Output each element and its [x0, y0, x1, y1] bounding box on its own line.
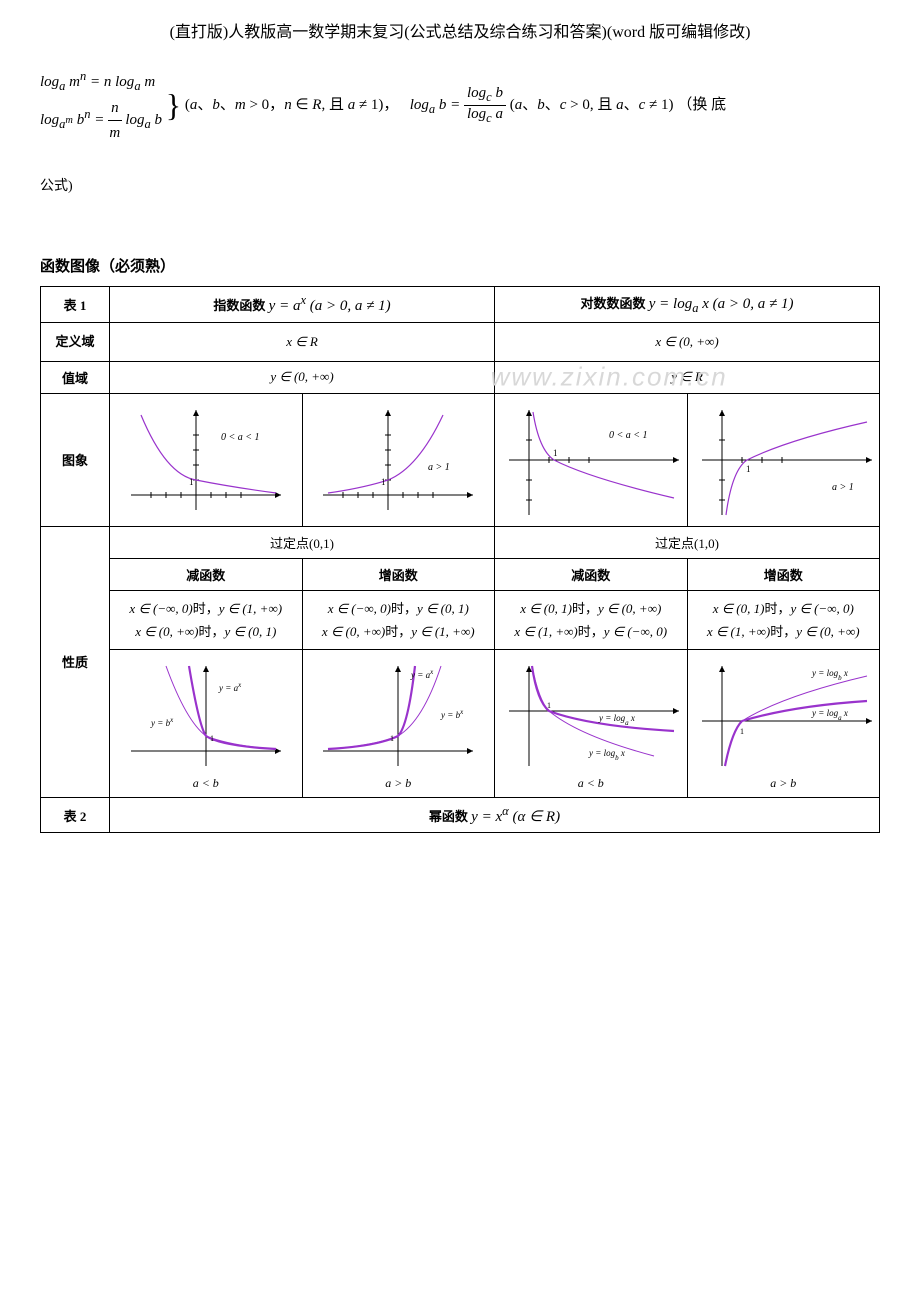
fixed-point-log: 过定点(1,0) [495, 526, 880, 558]
range-log: y ∈ R [495, 361, 880, 393]
log-header-label: 对数数函数 [580, 296, 645, 311]
log-graph-dec: 1 0 < a < 1 [495, 393, 688, 526]
svg-text:1: 1 [210, 734, 214, 743]
formula-cond-2: (a、b、c > 0, 且 a、c ≠ 1) [510, 97, 674, 113]
log-inc-props: x ∈ (0, 1)时，y ∈ (−∞, 0) x ∈ (1, +∞)时，y ∈… [687, 590, 880, 650]
formula-log-power-2: logam bn = nm loga b [40, 112, 162, 128]
log-compare-inc: y = logb x y = loga x 1 a > b [687, 650, 880, 798]
svg-text:1: 1 [746, 464, 751, 474]
svg-text:1: 1 [553, 448, 558, 458]
svg-text:1: 1 [381, 477, 386, 487]
log-dec-label: 减函数 [495, 558, 688, 590]
formula-cond-1: (a、b、m > 0，n ∈ R, 且 a ≠ 1)， [185, 97, 406, 113]
graph-label: 图象 [41, 393, 110, 526]
svg-text:0 < a < 1: 0 < a < 1 [221, 432, 260, 443]
exp-inc-label: 增函数 [302, 558, 495, 590]
log-dec-props: x ∈ (0, 1)时，y ∈ (0, +∞) x ∈ (1, +∞)时，y ∈… [495, 590, 688, 650]
power-func-header: 幂函数 y = xα (α ∈ R) [110, 798, 880, 833]
svg-text:1: 1 [740, 727, 744, 736]
power-func-label: 幂函数 [429, 809, 468, 824]
exp-graph-dec: 1 0 < a < 1 [110, 393, 303, 526]
range-exp: y ∈ (0, +∞) www.zixin.com.cn [110, 361, 495, 393]
exp-header: 指数函数 y = ax (a > 0, a ≠ 1) [110, 286, 495, 322]
exp-header-label: 指数函数 [213, 298, 265, 313]
svg-text:1: 1 [189, 477, 194, 487]
a-gt-b-1: a > b [307, 776, 491, 791]
function-table: 表 1 指数函数 y = ax (a > 0, a ≠ 1) 对数数函数 y =… [40, 286, 880, 834]
a-lt-b-1: a < b [114, 776, 298, 791]
a-gt-b-2: a > b [692, 776, 876, 791]
svg-text:0 < a < 1: 0 < a < 1 [609, 430, 648, 441]
exp-graph-inc: 1 a > 1 [302, 393, 495, 526]
domain-log: x ∈ (0, +∞) [495, 322, 880, 361]
log-formulas: loga mn = n loga m logam bn = nm loga b … [40, 66, 880, 145]
log-graph-inc: 1 a > 1 [687, 393, 880, 526]
table1-label: 表 1 [41, 286, 110, 322]
svg-text:a > 1: a > 1 [428, 462, 450, 473]
exp-dec-props: x ∈ (−∞, 0)时，y ∈ (1, +∞) x ∈ (0, +∞)时，y … [110, 590, 303, 650]
a-lt-b-2: a < b [499, 776, 683, 791]
section-heading: 函数图像（必须熟） [40, 255, 880, 276]
formula-log-power-1: loga mn = n loga m [40, 74, 155, 90]
svg-text:y = bx: y = bx [440, 708, 464, 720]
svg-text:y = ax: y = ax [218, 681, 242, 693]
svg-text:y = ax: y = ax [410, 668, 434, 680]
page-title: (直打版)人教版高一数学期末复习(公式总结及综合练习和答案)(word 版可编辑… [40, 20, 880, 46]
log-header: 对数数函数 y = loga x (a > 0, a ≠ 1) [495, 286, 880, 322]
exp-compare-inc: y = ax y = bx 1 a > b [302, 650, 495, 798]
formula-name-1: （换 底 [677, 97, 726, 113]
exp-inc-props: x ∈ (−∞, 0)时，y ∈ (0, 1) x ∈ (0, +∞)时，y ∈… [302, 590, 495, 650]
exp-dec-label: 减函数 [110, 558, 303, 590]
domain-label: 定义域 [41, 322, 110, 361]
svg-text:1: 1 [547, 701, 551, 710]
svg-text:1: 1 [390, 734, 394, 743]
range-label: 值域 [41, 361, 110, 393]
fixed-point-exp: 过定点(0,1) [110, 526, 495, 558]
exp-compare-dec: y = ax y = bx 1 a < b [110, 650, 303, 798]
domain-exp: x ∈ R [110, 322, 495, 361]
svg-text:y = loga x: y = loga x [811, 708, 848, 722]
svg-text:y = bx: y = bx [150, 716, 174, 728]
table2-label: 表 2 [41, 798, 110, 833]
formula-change-base: loga b = logc blogc a [410, 97, 506, 113]
svg-text:y = logb x: y = logb x [588, 748, 625, 762]
log-compare-dec: y = loga x y = logb x 1 a < b [495, 650, 688, 798]
formula-name-2: 公式) [40, 175, 880, 195]
svg-text:a > 1: a > 1 [832, 482, 854, 493]
props-label: 性质 [41, 526, 110, 798]
log-inc-label: 增函数 [687, 558, 880, 590]
svg-text:y = logb x: y = logb x [811, 668, 848, 682]
